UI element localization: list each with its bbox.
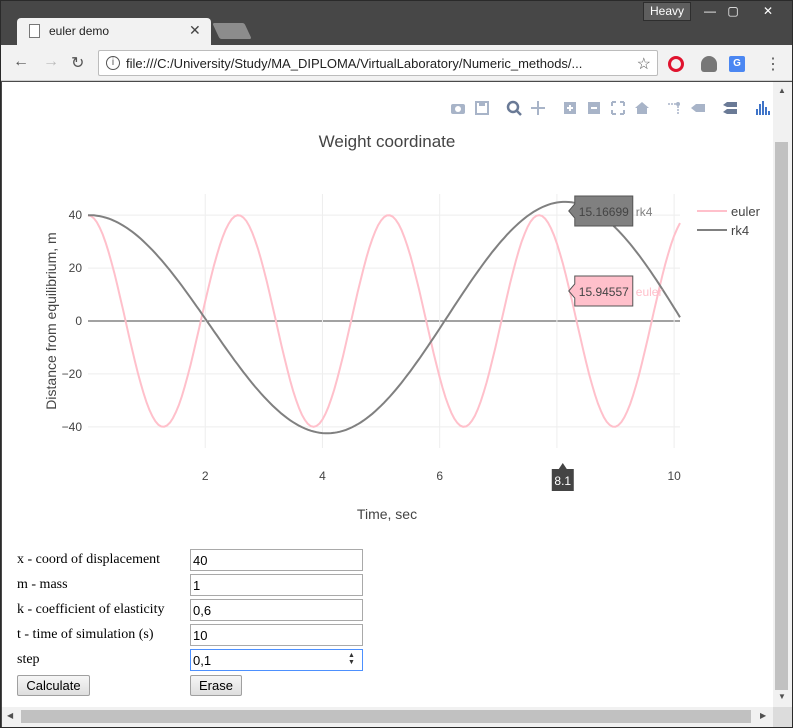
bookmark-star-icon[interactable]: ☆ (636, 56, 651, 73)
series-line-euler (87, 214, 681, 428)
elasticity-input[interactable] (190, 599, 363, 621)
spike-lines-icon[interactable] (666, 100, 682, 116)
y-tick-label: −40 (62, 420, 83, 434)
hover-closest-icon[interactable] (690, 100, 706, 116)
hover-name-rk4: rk4 (636, 205, 653, 219)
info-icon[interactable]: i (106, 56, 120, 70)
hover-box-euler (568, 275, 634, 307)
scroll-left-icon[interactable]: ◀ (7, 711, 14, 720)
y-tick-label: −20 (62, 367, 83, 381)
y-tick-label: 40 (69, 208, 83, 222)
reload-icon[interactable]: ↻ (71, 55, 85, 72)
step-spinner-icon[interactable]: ▲ ▼ (348, 652, 355, 666)
legend-label-rk4: rk4 (731, 223, 749, 238)
page-content: Weight coordinate40200−20−40246810Time, … (2, 82, 773, 707)
ghostery-extension-icon[interactable] (701, 56, 717, 72)
zoom-icon[interactable] (506, 100, 522, 116)
series-line-rk4 (88, 200, 681, 435)
title-bar: Heavy — ▢ ✕ euler demo ✕ (1, 1, 792, 45)
displacement-label: x - coord of displacement (17, 552, 161, 567)
plot-area[interactable]: Weight coordinate40200−20−40246810Time, … (2, 82, 773, 542)
horizontal-scrollbar[interactable]: ◀ ▶ (2, 707, 773, 727)
elasticity-label: k - coefficient of elasticity (17, 602, 165, 617)
step-input[interactable] (190, 649, 363, 671)
vertical-scroll-thumb[interactable] (775, 142, 788, 690)
x-tick-label: 10 (667, 469, 681, 483)
hover-value-euler: 15.94557 (579, 285, 629, 299)
displacement-input[interactable] (190, 549, 363, 571)
reset-axes-icon[interactable] (634, 100, 650, 116)
new-tab-button[interactable] (212, 23, 252, 39)
form-row-mass: m - mass (17, 574, 377, 596)
tab-title: euler demo (49, 24, 110, 38)
opera-extension-icon[interactable] (668, 56, 684, 72)
save-icon[interactable] (474, 100, 490, 116)
url-text: file:///C:/University/Study/MA_DIPLOMA/V… (126, 56, 583, 71)
camera-icon[interactable] (450, 100, 466, 116)
y-axis-label: Distance from equilibrium, m (43, 232, 59, 409)
zoom-out-icon[interactable] (586, 100, 602, 116)
profile-badge[interactable]: Heavy (643, 2, 691, 21)
erase-button[interactable]: Erase (190, 675, 242, 696)
horizontal-scroll-thumb[interactable] (21, 710, 751, 723)
hover-x-box (551, 463, 574, 491)
translate-extension-icon[interactable]: G (729, 56, 745, 72)
form-row-step: step ▲▼ (17, 649, 377, 671)
address-bar[interactable]: i file:///C:/University/Study/MA_DIPLOMA… (98, 50, 658, 76)
step-label: step (17, 652, 40, 667)
mass-input[interactable] (190, 574, 363, 596)
y-tick-label: 20 (69, 261, 83, 275)
tab-close-icon[interactable]: ✕ (189, 22, 201, 38)
document-icon (29, 24, 40, 38)
calculate-button[interactable]: Calculate (17, 675, 90, 696)
pan-icon[interactable] (530, 100, 546, 116)
x-tick-label: 4 (319, 469, 326, 483)
x-axis-label: Time, sec (357, 506, 417, 522)
form-row-elasticity: k - coefficient of elasticity (17, 599, 377, 621)
scroll-down-icon[interactable]: ▼ (778, 692, 786, 701)
scrollbar-corner (773, 707, 792, 727)
browser-toolbar: ← → ↻ i file:///C:/University/Study/MA_D… (1, 45, 792, 81)
hover-value-rk4: 15.16699 (579, 205, 629, 219)
form-row-displacement: x - coord of displacement (17, 549, 377, 571)
maximize-button[interactable]: ▢ (727, 4, 739, 18)
chart-title: Weight coordinate (319, 132, 456, 151)
forward-arrow-icon[interactable]: → (43, 53, 59, 70)
hover-x-value: 8.1 (554, 474, 571, 488)
zoom-in-icon[interactable] (562, 100, 578, 116)
hover-box-rk4 (568, 195, 634, 227)
minimize-button[interactable]: — (704, 4, 716, 18)
close-window-button[interactable]: ✕ (762, 4, 774, 18)
autoscale-icon[interactable] (610, 100, 626, 116)
x-tick-label: 2 (202, 469, 209, 483)
hover-name-euler: euler (636, 285, 663, 299)
hover-compare-icon[interactable] (722, 100, 738, 116)
mass-label: m - mass (17, 577, 68, 592)
scroll-right-icon[interactable]: ▶ (760, 711, 767, 720)
x-tick-label: 6 (436, 469, 443, 483)
time-label: t - time of simulation (s) (17, 627, 154, 642)
menu-kebab-icon[interactable]: ⋮ (765, 56, 781, 73)
y-tick-label: 0 (75, 314, 82, 328)
back-arrow-icon[interactable]: ← (13, 53, 29, 70)
legend-label-euler: euler (731, 204, 761, 219)
scroll-up-icon[interactable]: ▲ (778, 86, 786, 95)
form-row-time: t - time of simulation (s) (17, 624, 377, 646)
plotly-logo-icon[interactable] (754, 100, 770, 116)
time-input[interactable] (190, 624, 363, 646)
tab-euler-demo[interactable]: euler demo ✕ (17, 18, 211, 45)
vertical-scrollbar[interactable]: ▲ ▼ (773, 82, 792, 707)
